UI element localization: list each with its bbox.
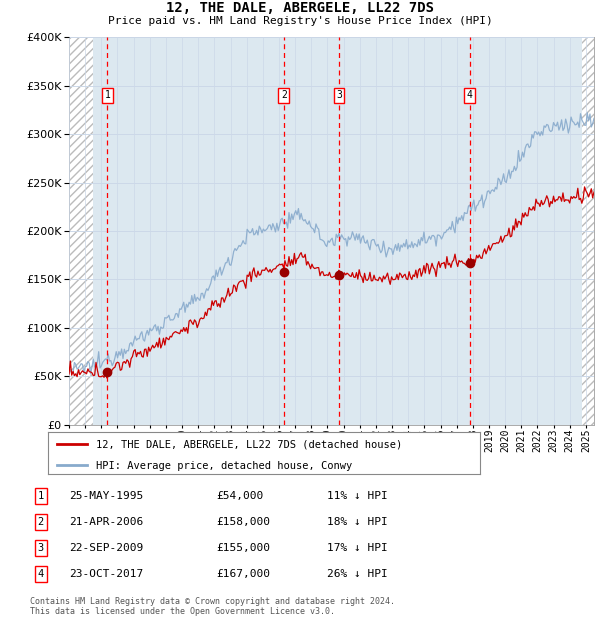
Text: 11% ↓ HPI: 11% ↓ HPI (327, 491, 388, 501)
Text: Contains HM Land Registry data © Crown copyright and database right 2024.: Contains HM Land Registry data © Crown c… (30, 597, 395, 606)
Text: 26% ↓ HPI: 26% ↓ HPI (327, 569, 388, 579)
Text: This data is licensed under the Open Government Licence v3.0.: This data is licensed under the Open Gov… (30, 607, 335, 616)
Text: HPI: Average price, detached house, Conwy: HPI: Average price, detached house, Conw… (95, 461, 352, 471)
Text: 22-SEP-2009: 22-SEP-2009 (69, 543, 143, 553)
Bar (582, 37, 594, 425)
Text: 23-OCT-2017: 23-OCT-2017 (69, 569, 143, 579)
Text: 2: 2 (38, 517, 44, 527)
Text: £167,000: £167,000 (216, 569, 270, 579)
Text: 3: 3 (38, 543, 44, 553)
Text: £158,000: £158,000 (216, 517, 270, 527)
Text: 12, THE DALE, ABERGELE, LL22 7DS: 12, THE DALE, ABERGELE, LL22 7DS (166, 1, 434, 16)
Text: 18% ↓ HPI: 18% ↓ HPI (327, 517, 388, 527)
Text: £155,000: £155,000 (216, 543, 270, 553)
Text: 4: 4 (467, 91, 473, 100)
Text: 3: 3 (336, 91, 342, 100)
Text: 1: 1 (38, 491, 44, 501)
Bar (69, 37, 93, 425)
Text: Price paid vs. HM Land Registry's House Price Index (HPI): Price paid vs. HM Land Registry's House … (107, 16, 493, 25)
Text: 2: 2 (281, 91, 287, 100)
Text: 1: 1 (104, 91, 110, 100)
Text: 21-APR-2006: 21-APR-2006 (69, 517, 143, 527)
Text: £54,000: £54,000 (216, 491, 263, 501)
Text: 17% ↓ HPI: 17% ↓ HPI (327, 543, 388, 553)
Text: 12, THE DALE, ABERGELE, LL22 7DS (detached house): 12, THE DALE, ABERGELE, LL22 7DS (detach… (95, 440, 402, 450)
Text: 25-MAY-1995: 25-MAY-1995 (69, 491, 143, 501)
Text: 4: 4 (38, 569, 44, 579)
